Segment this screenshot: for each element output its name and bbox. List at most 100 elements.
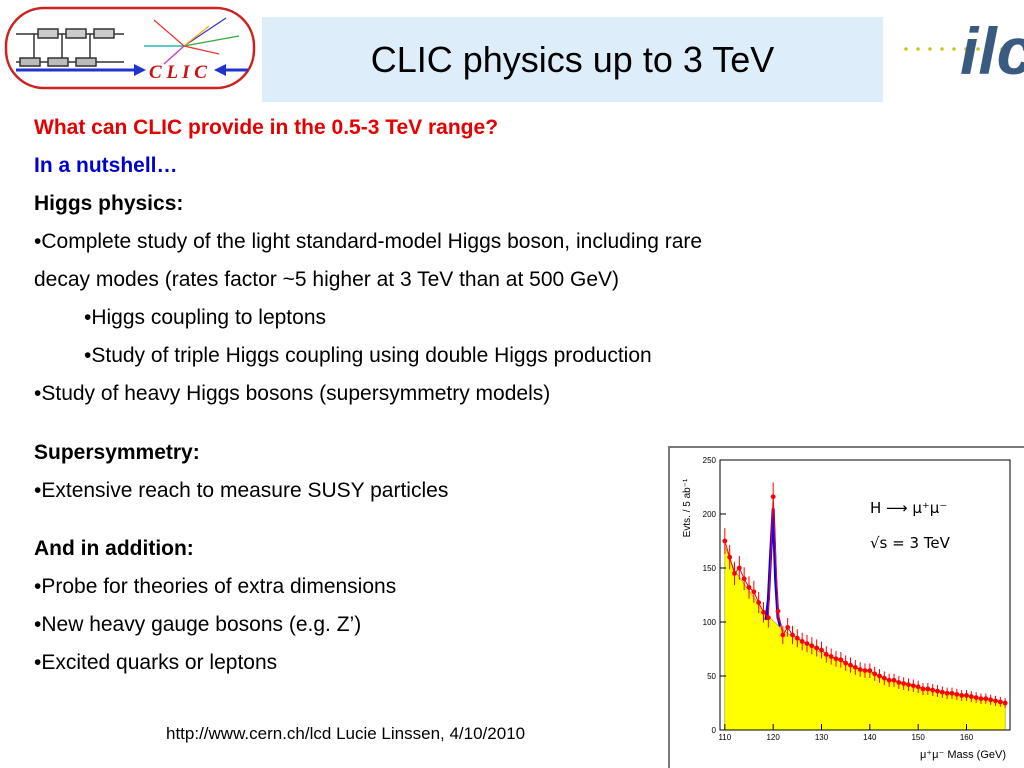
data-point — [823, 646, 829, 663]
data-marker — [944, 690, 950, 696]
data-marker — [901, 681, 907, 686]
data-point — [906, 678, 911, 691]
data-point — [790, 625, 795, 645]
data-marker — [843, 660, 849, 666]
data-point — [722, 528, 728, 554]
data-point — [857, 662, 863, 677]
legend-energy: √s = 3 TeV — [870, 534, 951, 552]
data-marker — [756, 600, 762, 605]
data-marker — [925, 686, 931, 692]
data-marker — [799, 639, 805, 644]
bullet-higgs-study: •Complete study of the light standard-mo… — [34, 230, 703, 253]
higgs-mumu-plot: 0 50 100 150 200 250 110 120 130 140 150 160 Evts. … — [668, 446, 1024, 768]
data-point — [727, 544, 733, 570]
data-marker — [833, 656, 839, 662]
data-point — [988, 694, 994, 705]
data-point — [843, 655, 849, 671]
data-marker — [838, 657, 844, 663]
data-marker — [736, 565, 742, 571]
x-tick-label: 130 — [815, 733, 829, 742]
data-marker — [983, 696, 989, 702]
data-marker — [935, 688, 940, 694]
data-marker — [857, 667, 863, 672]
data-point — [959, 689, 965, 701]
data-marker — [809, 643, 815, 649]
footer-text: http://www.cern.ch/lcd Lucie Linssen, 4/… — [166, 724, 526, 743]
y-axis-label: Evts. / 5 ab⁻¹ — [682, 478, 693, 537]
data-point — [954, 688, 960, 700]
sub-bullet-leptons: •Higgs coupling to leptons — [84, 306, 327, 329]
data-point — [891, 673, 897, 687]
bullet-heavy-higgs: •Study of heavy Higgs bosons (supersymme… — [34, 382, 551, 405]
data-point — [761, 602, 766, 623]
ilc-logo: ilc — [900, 6, 1024, 88]
data-marker — [804, 641, 810, 646]
data-marker — [939, 689, 945, 695]
data-point — [751, 580, 757, 603]
clic-logo: C L I C — [4, 6, 256, 90]
data-marker — [906, 682, 911, 688]
data-marker — [770, 494, 776, 500]
data-marker — [848, 662, 853, 668]
data-point — [910, 679, 916, 692]
data-marker — [896, 680, 902, 685]
data-point — [732, 561, 737, 586]
data-marker — [891, 677, 897, 683]
data-marker — [997, 699, 1003, 705]
data-point — [920, 682, 926, 695]
slide-title: CLIC physics up to 3 TeV — [370, 39, 775, 80]
data-marker — [775, 608, 781, 614]
y-tick-label: 0 — [712, 726, 717, 735]
x-tick-label: 120 — [766, 733, 780, 742]
data-marker — [964, 693, 969, 698]
data-marker — [790, 632, 795, 638]
data-marker — [886, 677, 892, 683]
data-point — [1002, 698, 1008, 708]
y-tick-label: 50 — [707, 672, 716, 681]
data-point — [799, 632, 805, 651]
data-point — [770, 482, 776, 512]
bullet-susy: •Extensive reach to measure SUSY particl… — [34, 479, 449, 502]
data-point — [881, 671, 887, 685]
y-tick-label: 250 — [703, 456, 717, 465]
data-marker — [949, 690, 955, 696]
data-marker — [823, 652, 829, 657]
data-marker — [732, 571, 737, 576]
data-marker — [959, 693, 965, 698]
data-point — [997, 696, 1003, 707]
data-point — [794, 629, 800, 648]
data-point — [848, 657, 853, 673]
data-marker — [978, 696, 984, 702]
data-marker — [968, 694, 974, 699]
ilc-logo-text: ilc — [960, 14, 1024, 86]
data-point — [867, 663, 873, 678]
data-point — [780, 625, 786, 645]
data-marker — [915, 684, 921, 690]
data-point — [838, 651, 844, 668]
data-marker — [862, 668, 868, 673]
y-tick-label: 200 — [703, 510, 717, 519]
data-marker — [867, 668, 873, 673]
heading-higgs: Higgs physics: — [34, 192, 184, 215]
data-point — [964, 689, 969, 701]
bullet-extra-dimensions: •Probe for theories of extra dimensions — [34, 575, 397, 598]
data-point — [819, 641, 824, 659]
heading-addition: And in addition: — [34, 537, 194, 560]
data-point — [939, 686, 945, 698]
data-marker — [785, 625, 791, 630]
data-point — [930, 684, 936, 696]
data-point — [736, 556, 742, 580]
x-tick-label: 150 — [911, 733, 925, 742]
data-marker — [751, 589, 757, 595]
data-marker — [973, 695, 979, 700]
data-point — [872, 666, 878, 681]
data-point — [877, 669, 882, 683]
x-tick-label: 110 — [718, 733, 731, 742]
data-point — [915, 680, 921, 693]
data-marker — [814, 645, 820, 651]
y-tick-label: 150 — [703, 564, 717, 573]
data-marker — [877, 673, 882, 679]
data-marker — [1002, 700, 1008, 706]
data-point — [765, 607, 771, 628]
data-point — [833, 650, 839, 667]
